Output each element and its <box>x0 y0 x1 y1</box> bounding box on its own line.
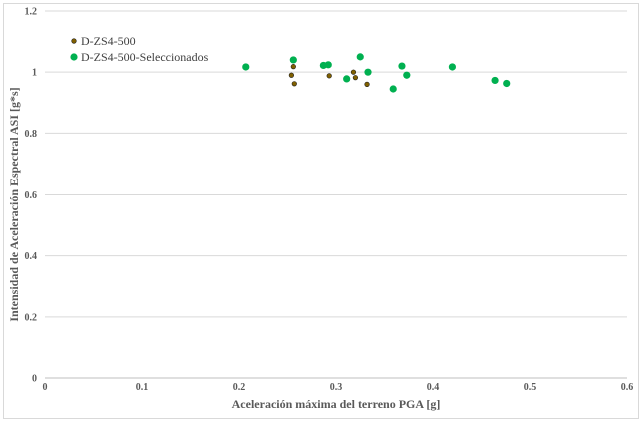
x-tick-label: 0.1 <box>136 382 149 393</box>
x-tick-label: 0.2 <box>233 382 246 393</box>
data-point-d-zs4-500-seleccionados <box>289 56 297 64</box>
data-point-d-zs4-500-seleccionados <box>242 63 250 71</box>
legend: D-ZS4-500 D-ZS4-500-Seleccionados <box>70 34 209 64</box>
x-axis-title: Aceleración máxima del terreno PGA [g] <box>232 397 441 411</box>
data-point-d-zs4-500-seleccionados <box>356 53 364 61</box>
data-point-d-zs4-500 <box>326 73 332 79</box>
x-tick-label: 0.3 <box>330 382 343 393</box>
data-point-d-zs4-500 <box>352 75 359 81</box>
y-tick-label: 1 <box>32 68 37 79</box>
legend-marker-d-zs4-500 <box>71 38 77 44</box>
x-tick-label: 0.4 <box>427 382 440 393</box>
y-axis-title: Intensidad de Aceleración Espectral ASI … <box>7 87 21 321</box>
data-point-d-zs4-500-seleccionados <box>403 71 411 79</box>
x-axis-ticks: 0 0.1 0.2 0.3 0.4 0.5 0.6 <box>43 382 634 393</box>
data-point-d-zs4-500-seleccionados <box>364 68 372 76</box>
data-point-d-zs4-500-seleccionados <box>343 75 351 83</box>
legend-label-d-zs4-500-seleccionados: D-ZS4-500-Seleccionados <box>81 50 209 64</box>
y-tick-label: 1.2 <box>25 7 38 18</box>
data-point-d-zs4-500-seleccionados <box>389 85 397 93</box>
y-tick-label: 0.4 <box>25 251 38 262</box>
data-point-d-zs4-500-seleccionados <box>448 63 456 71</box>
y-tick-label: 0.6 <box>25 190 38 201</box>
x-tick-label: 0.6 <box>621 382 634 393</box>
x-tick-label: 0.5 <box>524 382 537 393</box>
data-point-d-zs4-500 <box>291 81 297 87</box>
y-tick-label: 0.2 <box>25 312 38 323</box>
data-point-d-zs4-500-seleccionados <box>324 61 332 69</box>
data-point-d-zs4-500 <box>364 81 370 87</box>
y-tick-label: 0 <box>32 374 37 385</box>
data-point-d-zs4-500-seleccionados <box>503 79 511 88</box>
data-point-d-zs4-500 <box>288 72 294 78</box>
data-point-d-zs4-500-seleccionados <box>491 76 499 85</box>
data-point-d-zs4-500 <box>350 69 357 75</box>
data-point-d-zs4-500 <box>290 64 296 70</box>
legend-label-d-zs4-500: D-ZS4-500 <box>81 34 136 48</box>
y-axis-ticks: 0 0.2 0.4 0.6 0.8 1 1.2 <box>25 7 38 385</box>
x-tick-label: 0 <box>43 382 48 393</box>
data-points <box>242 53 511 93</box>
y-tick-label: 0.8 <box>25 129 38 140</box>
grid <box>45 10 627 318</box>
data-point-d-zs4-500-seleccionados <box>398 62 406 70</box>
legend-marker-d-zs4-500-seleccionados <box>70 53 78 61</box>
